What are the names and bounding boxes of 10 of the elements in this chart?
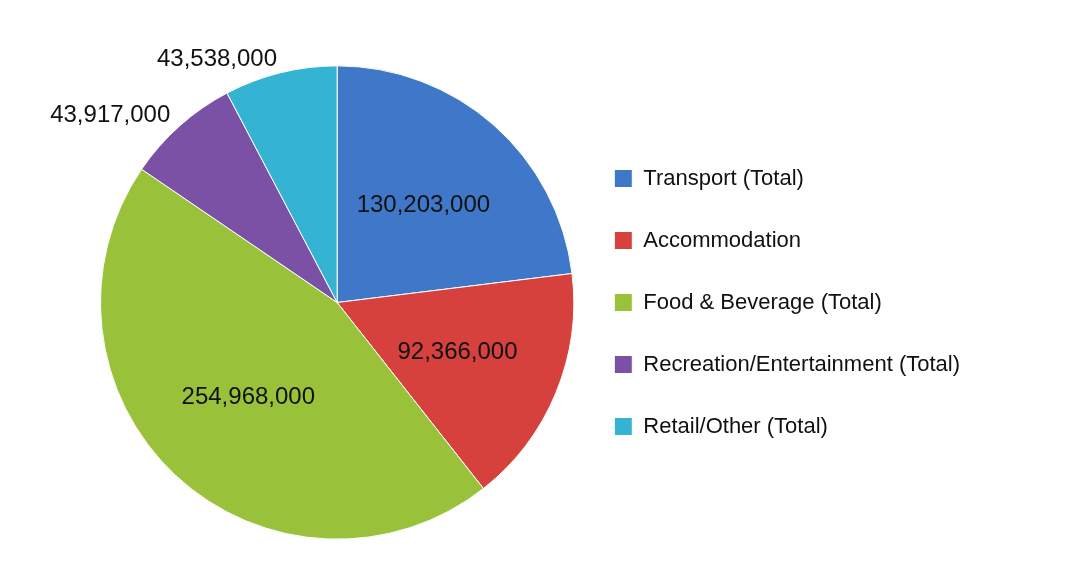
data-label: 254,968,000 bbox=[181, 382, 316, 410]
legend-label: Transport (Total) bbox=[643, 164, 804, 190]
data-label: 43,917,000 bbox=[50, 100, 171, 128]
legend-label: Recreation/Entertainment (Total) bbox=[643, 350, 960, 376]
data-label: 43,538,000 bbox=[156, 43, 278, 71]
data-label: 130,203,000 bbox=[356, 189, 491, 217]
data-label: 92,366,000 bbox=[397, 336, 518, 364]
legend-label: Accommodation bbox=[643, 226, 802, 252]
legend-label: Retail/Other (Total) bbox=[643, 412, 828, 438]
legend-label: Food & Beverage (Total) bbox=[643, 288, 882, 314]
